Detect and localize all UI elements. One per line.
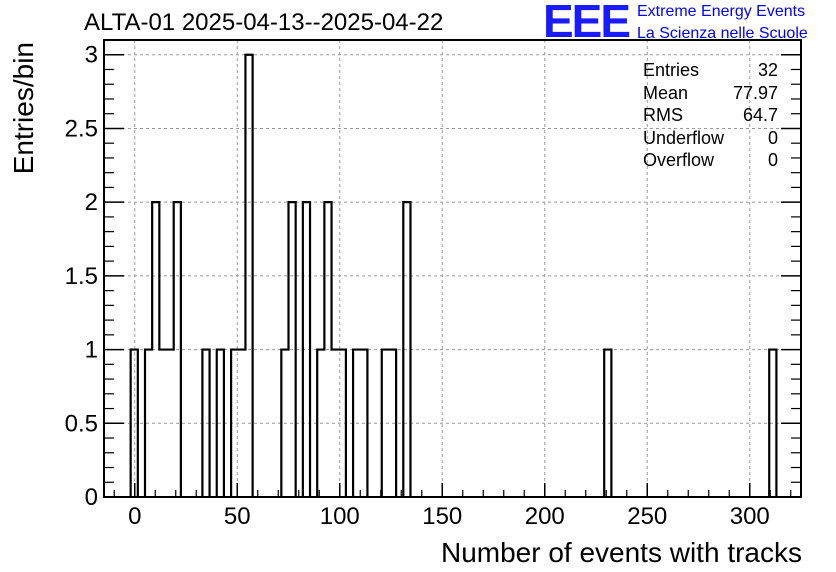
stats-row-rms: RMS 64.7 [643,105,778,128]
y-axis-label: Entries/bin [8,42,39,174]
logo-text-line1: Extreme Energy Events [637,3,806,20]
stats-box: Entries 32 Mean 77.97 RMS 64.7 Underflow 0 Overf… [643,60,778,173]
stats-row-overflow: Overflow 0 [643,150,778,173]
x-tick-label: 100 [320,503,360,530]
stats-value: 0 [767,127,778,148]
stats-label: Overflow [643,150,715,170]
x-tick-label: 50 [224,503,251,530]
stats-value: 77.97 [732,82,778,103]
stats-label: Underflow [643,127,725,148]
y-tick-label: 3 [85,42,98,69]
x-tick-label: 200 [525,503,565,530]
y-tick-label: 2.5 [65,115,98,142]
histogram-line [129,53,778,497]
stats-value: 0 [767,150,778,170]
x-tick-label: 300 [730,503,770,530]
stats-row-underflow: Underflow 0 [643,128,778,151]
stats-value: 32 [757,60,778,80]
y-tick-label: 2 [85,189,98,216]
stats-row-entries: Entries 32 [643,60,778,83]
y-tick-label: 1.5 [65,263,98,290]
plot-frame [103,39,802,498]
y-tick-label: 0 [85,484,98,511]
stats-row-mean: Mean 77.97 [643,83,778,106]
x-tick-label: 150 [422,503,462,530]
stats-label: Entries [643,60,700,80]
tick-labels: 0 50 100 150 200 250 300 0 0.5 1 1.5 2 2.5 3 [65,42,770,530]
stats-label: RMS [643,105,683,125]
stats-label: Mean [643,82,689,103]
stats-value: 64.7 [742,105,778,125]
logo-text-line2: La Scienza nelle Scuole [637,25,808,42]
chart-title: ALTA-01 2025-04-13--2025-04-22 [84,9,444,36]
x-axis-label: Number of events with tracks [441,537,802,568]
axis-ticks [104,53,801,498]
x-tick-label: 250 [627,503,667,530]
eee-logo-mark: EEE [543,0,631,47]
y-tick-label: 1 [85,337,98,364]
y-tick-label: 0.5 [65,410,98,437]
x-tick-label: 0 [128,503,141,530]
